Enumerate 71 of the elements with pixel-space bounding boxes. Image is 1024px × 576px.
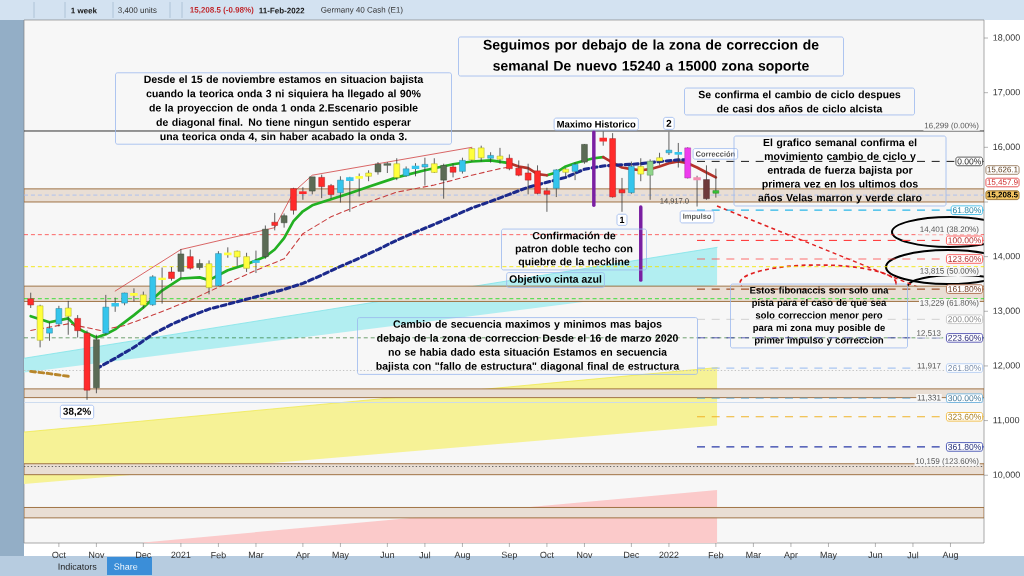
annotation: 223.60% (948, 334, 981, 341)
text: 15,457.9 (987, 179, 1018, 186)
x-tick-label: Jun (380, 551, 395, 558)
x-tick-label: Nov (89, 551, 105, 558)
x-tick-label: May (820, 551, 837, 560)
text: Germany 40 Cash (E1) (321, 6, 403, 15)
annotation: Maximo Historico (557, 120, 636, 128)
x-tick-label: Oct (540, 551, 554, 559)
y-tick-label: 18,000 (993, 34, 1020, 42)
y-tick-label: 16,000 (993, 143, 1020, 152)
x-tick-label: Apr (783, 551, 798, 560)
annotation: 300.00% (948, 395, 981, 402)
y-tick-label: 11,000 (993, 416, 1020, 425)
text: 15,626.1 (987, 166, 1018, 174)
x-tick-label: 2022 (659, 551, 679, 559)
ref-line-label: 16,299 (0.00%) (924, 122, 979, 130)
y-tick-label: 17,000 (993, 88, 1020, 97)
x-tick-label: Mar (248, 551, 264, 558)
x-tick-label: May (332, 551, 349, 560)
x-tick-label: Dec (624, 551, 640, 558)
annotation: 161.80% (948, 286, 981, 293)
ref-line-label: 10,159 (123.60%) (915, 458, 979, 466)
x-tick-label: Jul (419, 551, 431, 559)
x-tick-label: Oct (52, 551, 66, 559)
annotation: 100.00% (948, 237, 981, 244)
x-tick-label: Mar (746, 551, 761, 558)
annotation: 2 (666, 119, 672, 127)
ref-line-label: 12,513 (917, 330, 941, 337)
x-tick-label: Feb (211, 551, 226, 559)
x-tick-label: Nov (577, 551, 593, 558)
annotation: 261.80% (948, 365, 981, 372)
x-tick-label: Aug (454, 551, 470, 560)
x-tick-label: Sep (501, 551, 517, 560)
y-tick-label: 14,000 (993, 252, 1020, 261)
annotation: 0.00% (957, 158, 981, 165)
ref-line-label: 14,401 (38.20%) (920, 226, 979, 234)
y-tick-label: 12,000 (993, 362, 1020, 370)
annotation: 323.60% (948, 413, 981, 420)
y-tick-label: 13,000 (993, 307, 1020, 315)
annotation: Cambio de secuencia maximos y minimos mas bajos debajo de la zona de correccion Desde el 16 de marzo 2020 no se habia dado esta situación Estamos en secuencia bajista con "fallo de estructura" diagonal final de estructura (376, 320, 680, 372)
x-tick-label: Jun (868, 551, 883, 558)
annotation: Se confirma el cambio de ciclo despues de casi dos años de ciclo alcista (698, 90, 901, 113)
text: 15,208.5 (-0.98%) (190, 6, 254, 15)
annotation: El grafico semanal confirma el movimiento cambio de ciclo y entrada de fuerza bajista por primera vez en los ultimos dos años Velas marron y verde claro (758, 138, 922, 204)
x-tick-label: Feb (708, 551, 724, 559)
ref-line-label: 13,229 (61.80%) (920, 299, 979, 308)
ref-line-label: 13,815 (50.00%) (920, 267, 979, 276)
text: 3,400 units (118, 7, 157, 14)
annotation: 361.80% (948, 443, 981, 450)
y-tick-label: 10,000 (993, 471, 1020, 479)
text: 15,208.5 (987, 191, 1018, 199)
text: Share (114, 563, 138, 570)
x-tick-label: Apr (295, 551, 310, 560)
annotation: Confirmación de patron doble techo con quiebre de la neckline (515, 231, 633, 268)
annotation: 123.60% (948, 255, 981, 262)
ref-line-label: 11,917 (917, 362, 941, 370)
x-tick-label: Dec (136, 551, 152, 558)
x-tick-label: Aug (942, 551, 958, 560)
x-tick-label: 2021 (171, 551, 191, 559)
annotation: 38,2% (63, 407, 91, 417)
annotation: 200.00% (948, 316, 981, 323)
ref-line-label: 11,331 (917, 394, 941, 402)
text: Indicators (58, 563, 97, 570)
annotation: Desde el 15 de noviembre estamos en situacion bajista cuando la teorica onda 3 ni siquiera ha llegado al 90% de la proyeccion de onda 1 onda 2.Escenario posible de diagonal final. No tiene ningun sentido esperar una teorica onda 4, sin haber acabado la onda 3. (144, 75, 424, 142)
text: 11-Feb-2022 (259, 7, 305, 14)
text: Seguimos por debajo de la zona de correccion de semanal De nuevo 15240 a 15000 zona soporte (483, 39, 819, 74)
annotation: Objetivo cinta azul (509, 275, 602, 285)
annotation: 61.80% (952, 207, 981, 214)
text: 1 week (71, 7, 98, 14)
x-tick-label: Jul (907, 551, 919, 559)
annotation: 1 (620, 216, 625, 223)
